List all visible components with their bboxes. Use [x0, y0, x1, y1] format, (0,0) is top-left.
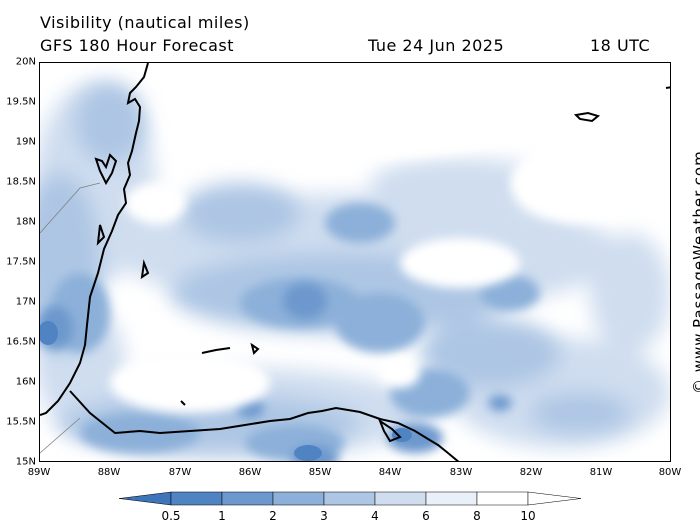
lon-label: 84W [378, 467, 402, 478]
lon-label: 88W [97, 467, 121, 478]
forecast-time: 18 UTC [590, 36, 651, 55]
lon-label: 81W [589, 467, 613, 478]
lon-label: 82W [519, 467, 543, 478]
lat-label: 19.5N [6, 96, 36, 108]
legend-swatch [476, 491, 529, 506]
lon-label: 83W [449, 467, 473, 478]
lon-label: 87W [168, 467, 192, 478]
forecast-date: Tue 24 Jun 2025 [368, 36, 505, 55]
legend-swatch [170, 491, 223, 506]
lat-label: 18N [15, 216, 36, 228]
legend-swatch [118, 491, 172, 506]
lat-label: 16N [15, 376, 36, 388]
legend-label: 6 [422, 509, 430, 523]
lat-label: 17.5N [6, 256, 36, 268]
legend-swatch [425, 491, 478, 506]
legend-label: 0.5 [161, 509, 181, 523]
legend-swatch [272, 491, 325, 506]
legend-label: 10 [520, 509, 536, 523]
legend-swatch [323, 491, 376, 506]
lon-label: 89W [27, 467, 51, 478]
legend-label: 8 [473, 509, 481, 523]
legend-swatch [527, 491, 582, 506]
legend-colorbar [118, 491, 582, 506]
visibility-shading [40, 83, 670, 461]
lat-label: 20N [15, 56, 36, 68]
lat-label: 16.5N [6, 336, 36, 348]
lat-label: 15.5N [6, 416, 36, 428]
map-canvas [40, 63, 670, 461]
lon-label: 86W [238, 467, 262, 478]
legend-label: 3 [320, 509, 328, 523]
lat-label: 17N [15, 296, 36, 308]
lat-label: 18.5N [6, 176, 36, 188]
lon-label: 80W [658, 467, 682, 478]
visibility-map[interactable] [39, 62, 671, 462]
lon-label: 85W [308, 467, 332, 478]
watermark-credit: © www.PassageWeather.com [690, 150, 700, 394]
map-title: Visibility (nautical miles) [40, 13, 250, 32]
legend-label: 1 [218, 509, 226, 523]
lat-label: 15N [15, 456, 36, 468]
country-borders [40, 182, 101, 454]
legend-swatch [221, 491, 274, 506]
forecast-label: GFS 180 Hour Forecast [40, 36, 235, 55]
legend-label: 2 [269, 509, 277, 523]
legend-swatch [374, 491, 427, 506]
lat-label: 19N [15, 136, 36, 148]
coastline [40, 63, 670, 461]
legend-label: 4 [371, 509, 379, 523]
